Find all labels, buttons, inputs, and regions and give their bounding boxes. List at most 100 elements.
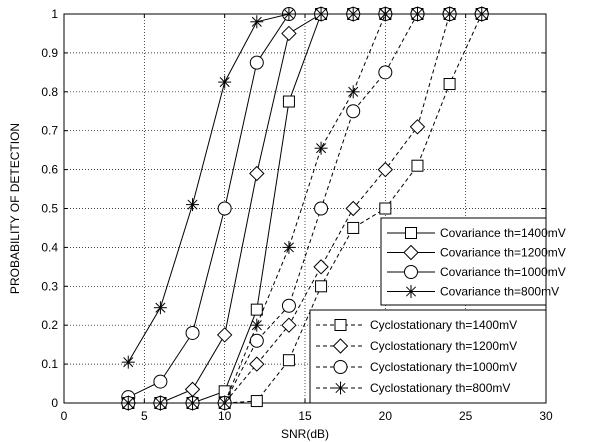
data-point-star [314, 7, 328, 21]
legend-label: Cyclostationary th=1000mV [370, 360, 517, 374]
x-tick-label: 25 [459, 409, 473, 423]
legend-marker-star [404, 285, 418, 298]
star-marker-stroke [283, 8, 294, 20]
legend-label: Cyclostationary th=1200mV [370, 339, 517, 353]
y-tick-label: 0.5 [41, 202, 58, 216]
star-marker-stroke [476, 8, 487, 20]
legend-entry: Cyclostationary th=1000mV [316, 360, 517, 374]
y-tick-label: 0.9 [41, 46, 58, 60]
legend-label: Covariance th=1000mV [440, 265, 566, 279]
x-tick-label: 10 [218, 409, 232, 423]
data-point-star [121, 355, 135, 369]
star-marker-stroke [219, 397, 230, 409]
data-point-star [218, 75, 232, 89]
series-layer [120, 6, 490, 411]
y-tick-label: 0.6 [41, 163, 58, 177]
data-point-star [346, 85, 360, 99]
legend-label: Covariance th=800mV [440, 285, 559, 299]
legend-marker-diamond [403, 244, 419, 261]
star-marker-stroke [316, 8, 327, 20]
data-point-circle [281, 298, 296, 313]
legend-entry: Covariance th=1200mV [387, 244, 566, 261]
data-point-circle [346, 104, 361, 119]
x-tick-label: 5 [141, 409, 148, 423]
y-tick-label: 0 [51, 396, 58, 410]
data-point-star [410, 7, 424, 21]
data-point-star [186, 198, 200, 212]
legend-label: Cyclostationary th=800mV [370, 381, 510, 395]
data-point-circle [153, 374, 168, 389]
data-point-diamond [345, 200, 361, 217]
data-point-star [314, 141, 328, 155]
y-tick-label: 0.2 [41, 318, 58, 332]
star-marker-stroke [187, 397, 198, 409]
star-marker-stroke [251, 16, 262, 27]
data-point-square [347, 221, 360, 234]
data-point-circle [378, 65, 393, 80]
data-point-square [282, 95, 295, 108]
y-axis-title: PROBABILITY OF DETECTION [8, 123, 22, 294]
legend-entry: Covariance th=1000mV [387, 265, 566, 279]
data-point-square [315, 280, 328, 293]
data-point-square [250, 303, 263, 316]
star-marker-stroke [187, 199, 198, 210]
legend-box-1: Covariance th=1400mV Covariance th=1200mV… [380, 217, 566, 306]
legend-entry: Cyclostationary th=800mV [316, 381, 510, 395]
x-tick-label: 30 [539, 409, 553, 423]
star-marker-stroke [155, 397, 166, 409]
star-marker-stroke [348, 86, 359, 97]
star-marker-stroke [316, 143, 327, 154]
data-point-circle [314, 201, 329, 216]
data-point-star [282, 240, 296, 254]
data-point-diamond [409, 119, 426, 135]
legend-marker-square [405, 227, 417, 239]
legend-label: Covariance th=1400mV [440, 226, 566, 240]
data-point-star [153, 396, 167, 410]
x-tick-label: 20 [379, 409, 393, 423]
y-tick-label: 0.7 [41, 124, 58, 138]
data-point-star [186, 396, 200, 410]
data-point-square [282, 354, 295, 367]
data-point-circle [185, 325, 200, 340]
x-tick-label: 15 [298, 409, 312, 423]
legend-entry: Cyclostationary th=1400mV [316, 318, 517, 332]
legend-marker-square [334, 319, 347, 331]
y-tick-label: 1 [51, 7, 58, 21]
data-point-star [475, 7, 489, 21]
y-tick-label: 0.8 [41, 85, 58, 99]
data-point-star [250, 15, 264, 29]
data-point-star [282, 7, 296, 21]
data-point-star [378, 7, 392, 21]
y-tick-label: 0.1 [41, 357, 58, 371]
star-marker-stroke [219, 77, 230, 88]
y-tick-label: 0.4 [41, 240, 58, 254]
legend-box-2: Cyclostationary th=1400mV Cyclostationary… [309, 309, 547, 404]
data-point-diamond [313, 259, 329, 275]
legend-marker-circle [404, 265, 418, 279]
legend-label: Cyclostationary th=1400mV [370, 318, 517, 332]
data-point-circle [217, 201, 232, 216]
star-marker-stroke [444, 8, 455, 20]
x-axis-title: SNR(dB) [281, 427, 329, 441]
data-point-circle [249, 55, 264, 70]
legend-entry: Cyclostationary th=1200mV [316, 338, 517, 354]
legend-marker-star [334, 381, 347, 395]
y-tick-label: 0.3 [41, 279, 58, 293]
legend-frame [309, 309, 547, 404]
star-marker-stroke [412, 8, 423, 20]
x-tick-label: 0 [61, 409, 68, 423]
legend-entry: Covariance th=1400mV [387, 226, 566, 240]
legend-label: Covariance th=1200mV [440, 246, 566, 260]
data-point-square [411, 159, 424, 172]
data-point-diamond [249, 165, 265, 182]
data-point-star [346, 7, 360, 21]
legend-entry: Covariance th=800mV [387, 285, 559, 299]
data-point-square [250, 395, 263, 408]
star-marker-stroke [155, 302, 166, 313]
data-point-star [121, 396, 135, 410]
data-point-diamond [216, 327, 233, 343]
data-point-diamond [249, 356, 265, 372]
star-marker-stroke [251, 320, 262, 331]
data-point-square [443, 78, 456, 91]
